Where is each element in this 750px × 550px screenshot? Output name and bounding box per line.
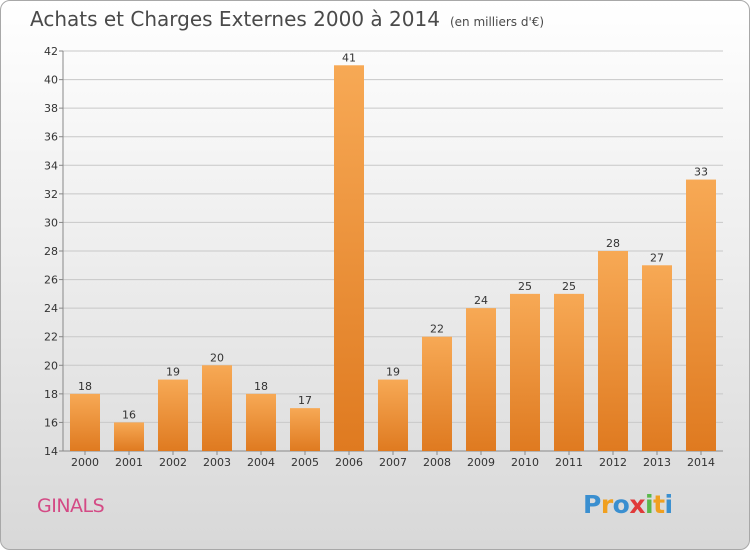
y-tick-label: 42 bbox=[44, 45, 58, 58]
title-unit: (en milliers d'€) bbox=[449, 15, 545, 29]
bar bbox=[598, 251, 628, 451]
bar bbox=[158, 379, 188, 451]
y-tick-label: 32 bbox=[44, 188, 58, 201]
bar-value-label: 18 bbox=[78, 380, 92, 393]
x-tick-label: 2006 bbox=[335, 456, 363, 469]
y-tick-label: 36 bbox=[44, 131, 58, 144]
bar bbox=[290, 408, 320, 451]
bar bbox=[510, 293, 540, 451]
logo-letter: t bbox=[653, 490, 665, 519]
bar-value-label: 20 bbox=[210, 351, 224, 364]
x-tick-label: 2012 bbox=[599, 456, 627, 469]
bar-value-label: 22 bbox=[430, 323, 444, 336]
y-tick-label: 30 bbox=[44, 216, 58, 229]
x-tick-label: 2013 bbox=[643, 456, 671, 469]
bar-value-label: 18 bbox=[254, 380, 268, 393]
bar-value-label: 25 bbox=[562, 280, 576, 293]
y-tick-label: 22 bbox=[44, 331, 58, 344]
x-tick-label: 2009 bbox=[467, 456, 495, 469]
bar bbox=[334, 65, 364, 452]
x-tick-label: 2011 bbox=[555, 456, 583, 469]
x-tick-label: 2007 bbox=[379, 456, 407, 469]
logo-letter: r bbox=[600, 490, 613, 519]
y-tick-label: 38 bbox=[44, 102, 58, 115]
x-tick-label: 2000 bbox=[71, 456, 99, 469]
bar-value-label: 27 bbox=[650, 251, 664, 264]
y-tick-label: 16 bbox=[44, 416, 58, 429]
bar bbox=[466, 308, 496, 451]
y-axis-labels: 14 16 18 20 22 24 26 28 30 32 34 36 38 40 42 bbox=[44, 45, 58, 458]
y-tick-label: 28 bbox=[44, 245, 58, 258]
y-tick-label: 14 bbox=[44, 445, 58, 458]
y-tick-label: 18 bbox=[44, 388, 58, 401]
chart-title: Achats et Charges Externes 2000 à 2014 (e… bbox=[30, 7, 544, 31]
bar bbox=[114, 422, 144, 451]
x-tick-label: 2008 bbox=[423, 456, 451, 469]
y-tick-label: 40 bbox=[44, 74, 58, 87]
logo-letter: x bbox=[629, 490, 645, 519]
bar bbox=[686, 179, 716, 452]
x-tick-label: 2002 bbox=[159, 456, 187, 469]
bar-value-label: 19 bbox=[166, 366, 180, 379]
bar-value-label: 24 bbox=[474, 294, 488, 307]
title-main: Achats et Charges Externes 2000 à 2014 bbox=[30, 7, 440, 31]
x-tick-label: 2003 bbox=[203, 456, 231, 469]
bar bbox=[246, 393, 276, 451]
bar-value-label: 33 bbox=[694, 166, 708, 179]
bar-value-label: 25 bbox=[518, 280, 532, 293]
bar-value-label: 17 bbox=[298, 394, 312, 407]
y-tick-label: 20 bbox=[44, 359, 58, 372]
bar-value-label: 41 bbox=[342, 51, 356, 64]
x-tick-label: 2014 bbox=[687, 456, 715, 469]
logo-letter: i bbox=[645, 490, 654, 519]
bar-value-label: 16 bbox=[122, 408, 136, 421]
bar bbox=[70, 393, 100, 451]
bar-value-label: 28 bbox=[606, 237, 620, 250]
bar bbox=[422, 336, 452, 451]
bar bbox=[202, 365, 232, 451]
commune-name: GINALS bbox=[37, 495, 105, 517]
proxiti-logo: Proxiti bbox=[583, 490, 673, 519]
bar-value-label: 19 bbox=[386, 366, 400, 379]
x-tick-label: 2010 bbox=[511, 456, 539, 469]
bars: 18 16 19 20 18 17 41 19 22 24 25 25 28 27 33 bbox=[70, 51, 716, 452]
x-tick-label: 2004 bbox=[247, 456, 275, 469]
bar bbox=[642, 265, 672, 451]
logo-letter: P bbox=[583, 490, 601, 519]
y-tick-label: 26 bbox=[44, 274, 58, 287]
y-tick-label: 34 bbox=[44, 159, 58, 172]
y-tick-label: 24 bbox=[44, 302, 58, 315]
x-tick-label: 2001 bbox=[115, 456, 143, 469]
x-axis-labels: 2000 2001 2002 2003 2004 2005 2006 2007 2008 2009… bbox=[71, 456, 715, 469]
x-tick-label: 2005 bbox=[291, 456, 319, 469]
logo-letter: o bbox=[612, 490, 630, 519]
logo-letter: i bbox=[664, 490, 674, 519]
bar bbox=[378, 379, 408, 451]
bar bbox=[554, 293, 584, 451]
